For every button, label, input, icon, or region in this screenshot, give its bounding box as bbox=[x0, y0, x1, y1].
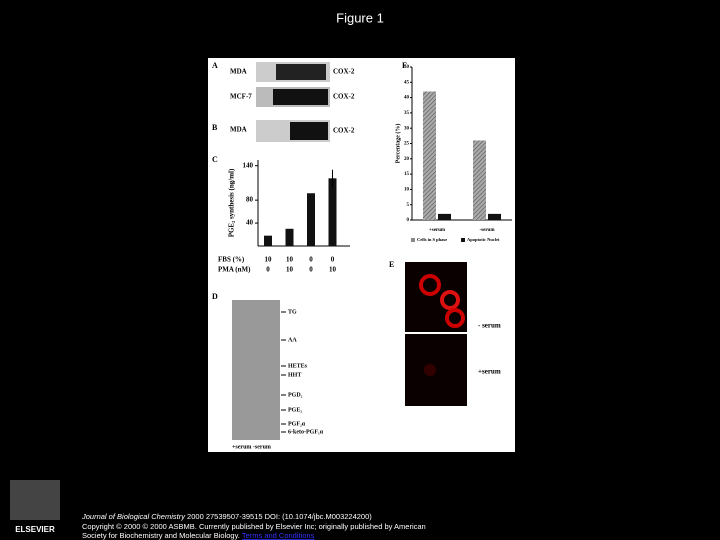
figure: A MDA COX-2 MCF-7 COX-2 B MDA COX-2 C 40 80 140 PGE₂… bbox=[212, 61, 512, 450]
condition-name: PMA (nM) bbox=[218, 266, 251, 274]
legend-label: Apoptotic Nuclei bbox=[467, 237, 500, 242]
condition-value: 10 bbox=[329, 266, 337, 274]
legend-label: Cells in S phase bbox=[417, 237, 447, 242]
bar bbox=[285, 228, 294, 246]
gel-band bbox=[276, 64, 326, 80]
logo-tree bbox=[10, 480, 60, 520]
marker-label: TG bbox=[288, 309, 297, 315]
society-name: Society for Biochemistry and Molecular B… bbox=[82, 531, 240, 540]
lane-labels: +serum -serum bbox=[232, 444, 271, 450]
citation-details: 2000 27539507-39515 DOI: (10.1074/jbc.M0… bbox=[185, 512, 372, 521]
y-tick-label: 40 bbox=[246, 219, 254, 227]
legend-swatch bbox=[461, 238, 465, 242]
cell bbox=[419, 274, 441, 296]
marker-label: PGF₂α bbox=[288, 421, 306, 427]
cell bbox=[424, 364, 436, 376]
cell-line: MDA bbox=[230, 68, 247, 76]
slide-title: Figure 1 bbox=[336, 10, 384, 25]
legend-swatch bbox=[411, 238, 415, 242]
marker-label: 6-keto-PGF₁α bbox=[288, 429, 324, 435]
y-tick-label: 10 bbox=[404, 188, 410, 193]
y-tick-label: 45 bbox=[404, 80, 410, 85]
condition-name: FBS (%) bbox=[218, 256, 245, 264]
gel-band bbox=[290, 122, 328, 140]
marker-label: PGE₂ bbox=[288, 407, 302, 413]
y-tick-label: 5 bbox=[407, 203, 410, 208]
bar bbox=[473, 140, 486, 220]
bar bbox=[328, 178, 337, 246]
band-label: COX-2 bbox=[333, 127, 355, 135]
y-tick-label: 35 bbox=[404, 111, 410, 116]
panel-label: E bbox=[389, 260, 394, 269]
image-label: +serum bbox=[478, 368, 501, 376]
condition-value: 0 bbox=[266, 266, 270, 274]
y-tick-label: 50 bbox=[404, 65, 410, 70]
citation: Journal of Biological Chemistry 2000 275… bbox=[81, 512, 372, 521]
cell-line: MCF-7 bbox=[230, 93, 252, 101]
y-axis-label: PGE₂ synthesis (ng/ml) bbox=[228, 168, 236, 237]
cell bbox=[440, 290, 460, 310]
copyright: Copyright © 2000 © 2000 ASBMB. Currently… bbox=[82, 522, 426, 531]
condition-value: 0 bbox=[309, 256, 313, 264]
condition-value: 10 bbox=[286, 266, 294, 274]
bar bbox=[264, 235, 272, 246]
y-tick-label: 20 bbox=[404, 157, 410, 162]
bar bbox=[438, 213, 451, 220]
publisher-logo: ELSEVIER bbox=[10, 480, 60, 534]
cell bbox=[445, 308, 465, 328]
bar bbox=[307, 193, 315, 246]
gel bbox=[232, 300, 280, 440]
marker-label: HHT bbox=[288, 372, 301, 378]
journal: Journal of Biological Chemistry bbox=[81, 512, 186, 521]
marker-label: PGD₂ bbox=[288, 392, 303, 398]
y-tick-label: 15 bbox=[404, 172, 410, 177]
condition-value: 10 bbox=[286, 256, 294, 264]
y-tick-label: 0 bbox=[407, 218, 410, 223]
y-tick-label: 25 bbox=[404, 142, 410, 147]
y-axis-label: Percentage (%) bbox=[394, 124, 401, 164]
x-tick-label: -serum bbox=[480, 228, 496, 233]
bar bbox=[423, 91, 436, 220]
y-tick-label: 80 bbox=[246, 196, 254, 204]
panel-label: B bbox=[212, 123, 218, 132]
image-label: - serum bbox=[478, 322, 501, 330]
panel-label: A bbox=[212, 61, 218, 70]
band-label: COX-2 bbox=[333, 68, 355, 76]
publisher-name: ELSEVIER bbox=[15, 525, 55, 534]
panel-label: D bbox=[212, 292, 218, 301]
condition-value: 10 bbox=[265, 256, 273, 264]
terms-link[interactable]: Terms and Conditions bbox=[242, 531, 315, 540]
society: Society for Biochemistry and Molecular B… bbox=[82, 531, 315, 540]
condition-value: 0 bbox=[309, 266, 313, 274]
y-tick-label: 40 bbox=[404, 96, 410, 101]
marker-label: HETEs bbox=[288, 363, 308, 369]
y-tick-label: 140 bbox=[243, 161, 254, 169]
cell-line: MDA bbox=[230, 126, 247, 134]
bar bbox=[488, 213, 501, 220]
gel-band bbox=[273, 89, 328, 105]
panel-label: C bbox=[212, 155, 218, 164]
band-label: COX-2 bbox=[333, 93, 355, 101]
condition-value: 0 bbox=[331, 256, 335, 264]
marker-label: AA bbox=[288, 337, 297, 343]
panel-label: F bbox=[402, 61, 407, 70]
x-tick-label: +serum bbox=[429, 228, 446, 233]
y-tick-label: 30 bbox=[404, 126, 410, 131]
